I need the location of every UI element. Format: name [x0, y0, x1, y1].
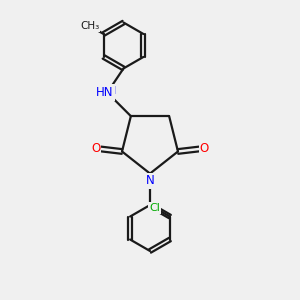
Text: N: N: [146, 174, 154, 188]
Text: N: N: [107, 86, 116, 96]
Text: HN: HN: [96, 86, 114, 99]
Text: CH₃: CH₃: [80, 21, 99, 31]
Text: O: O: [200, 142, 209, 155]
Text: Cl: Cl: [149, 203, 160, 213]
Text: O: O: [91, 142, 100, 155]
Text: H: H: [99, 86, 107, 96]
